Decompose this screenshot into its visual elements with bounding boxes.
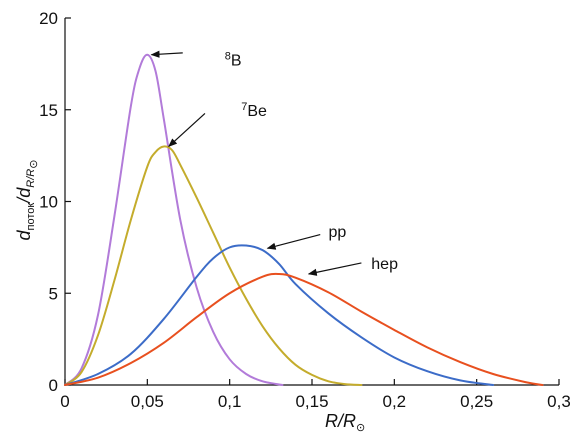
label-text-hep: hep [371,256,398,273]
series-line-pp [64,244,495,386]
y-tick-label-3: 15 [39,101,58,120]
arrow-pp [266,233,321,250]
axes [64,18,559,386]
y-tick-label-4: 20 [39,9,58,28]
x-tick-label-5: 0,25 [460,392,493,411]
y-tick-label-1: 5 [49,284,58,303]
y-axis-sub1: поток [25,203,37,231]
series-line-8b [64,53,284,386]
y-axis-slash: / [14,196,34,205]
x-tick-label-3: 0,15 [295,392,328,411]
label-sup-8b: 8 [225,50,231,62]
series-layer [64,53,544,386]
x-tick-label-6: 0,3 [547,392,570,411]
y-axis-title: dпоток/dR/R⊙ [14,160,40,241]
y-axis-sub2: R/R [25,169,37,188]
x-axis-sun: ⊙ [356,422,365,432]
x-tick-label-2: 0,1 [218,392,242,411]
label-8b: 8B [225,50,242,69]
tick-labels: 0 0,05 0,1 0,15 0,2 0,25 0,3 0 5 10 15 20 [39,9,570,411]
series-line-hep [64,272,544,386]
y-axis-d2: d [14,187,34,198]
x-axis-title: R/R⊙ [325,411,365,432]
label-pp: pp [328,224,346,241]
arrow-hep [307,262,362,276]
y-axis-d1: d [14,229,34,240]
arrow-8b [150,50,183,58]
y-tick-label-2: 10 [39,193,58,212]
annotations: 8B 7Be pp hep [150,50,398,276]
y-tick-label-0: 0 [49,376,58,395]
series-line-7be [64,145,363,386]
y-axis-sun: ⊙ [28,160,40,169]
label-7be: 7Be [241,101,267,120]
label-text-pp: pp [328,224,346,241]
label-text-7be: Be [247,103,267,120]
label-sup-7be: 7 [241,101,247,113]
arrow-7be [168,112,206,148]
x-axis-main: R/R [325,411,356,431]
label-text-8b: B [231,52,242,69]
tick-marks [64,17,560,386]
x-tick-label-1: 0,05 [131,392,164,411]
label-hep: hep [371,256,398,273]
x-tick-label-4: 0,2 [383,392,407,411]
x-tick-label-0: 0 [60,392,69,411]
